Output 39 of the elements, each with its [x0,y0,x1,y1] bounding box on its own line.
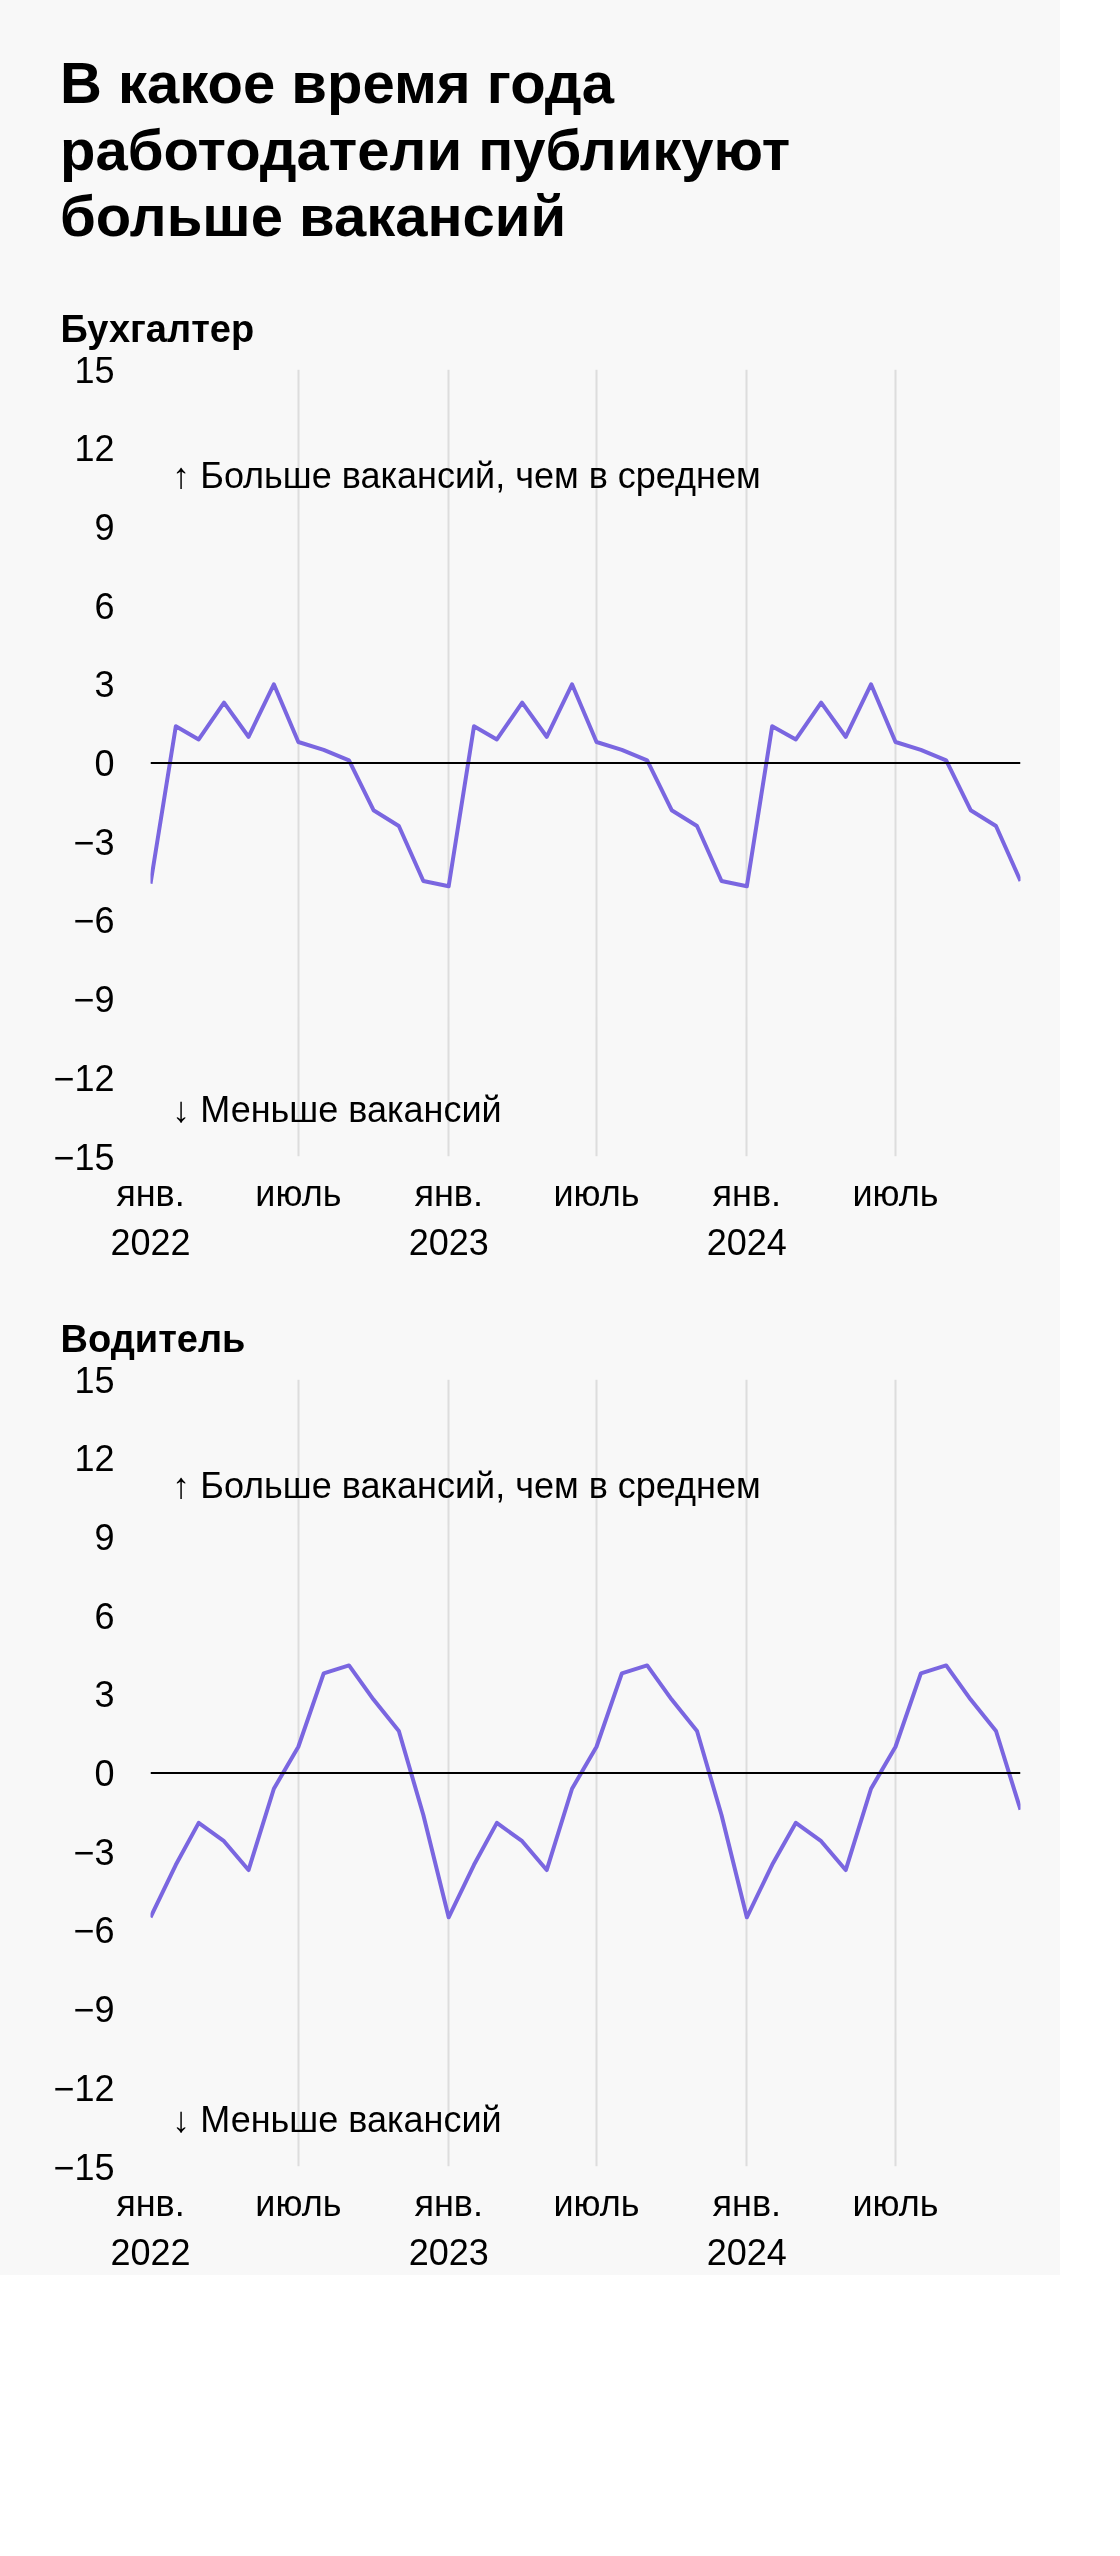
y-tick-label: 0 [94,1753,115,1795]
y-tick-label: −3 [73,821,115,863]
x-tick-label: янв. 2023 [408,2182,489,2273]
chart-title: В какое время года работодатели публикуют больше вакансий [60,50,792,251]
line-series [150,1663,1021,1920]
x-tick-label: июль [852,2182,939,2224]
y-tick-label: 15 [74,1359,115,1401]
y-tick-label: 12 [74,1438,115,1480]
x-tick-label: июль [553,1172,640,1214]
y-tick-label: 3 [94,1674,115,1716]
y-tick-label: −9 [73,1989,115,2031]
y-tick-label: 12 [74,428,115,470]
y-tick-label: −12 [53,1057,115,1099]
y-tick-label: 6 [94,585,115,627]
y-tick-label: −9 [73,979,115,1021]
y-tick-label: −12 [53,2067,115,2109]
x-tick-label: янв. 2024 [706,2182,787,2273]
annotation: ↑ Больше вакансий, чем в среднем [172,1465,761,1507]
annotation: ↓ Меньше вакансий [172,2098,502,2140]
y-tick-label: 3 [94,664,115,706]
annotation: ↑ Больше вакансий, чем в среднем [172,455,761,497]
y-tick-label: 6 [94,1595,115,1637]
x-tick-label: июль [852,1172,939,1214]
chart-subtitle: Водитель [60,1317,246,1360]
x-tick-label: июль [553,2182,640,2224]
chart-subtitle: Бухгалтер [60,307,255,350]
x-tick-label: янв. 2024 [706,1172,787,1263]
x-tick-label: июль [255,1172,342,1214]
y-tick-label: −3 [73,1831,115,1873]
line-series [150,682,1021,889]
y-tick-label: −6 [73,900,115,942]
y-tick-label: 9 [94,506,115,548]
y-tick-label: 0 [94,743,115,785]
y-tick-label: −6 [73,1910,115,1952]
y-tick-label: 9 [94,1516,115,1558]
y-tick-label: 15 [74,349,115,391]
x-tick-label: янв. 2023 [408,1172,489,1263]
annotation: ↓ Меньше вакансий [172,1088,502,1130]
x-tick-label: июль [255,2182,342,2224]
